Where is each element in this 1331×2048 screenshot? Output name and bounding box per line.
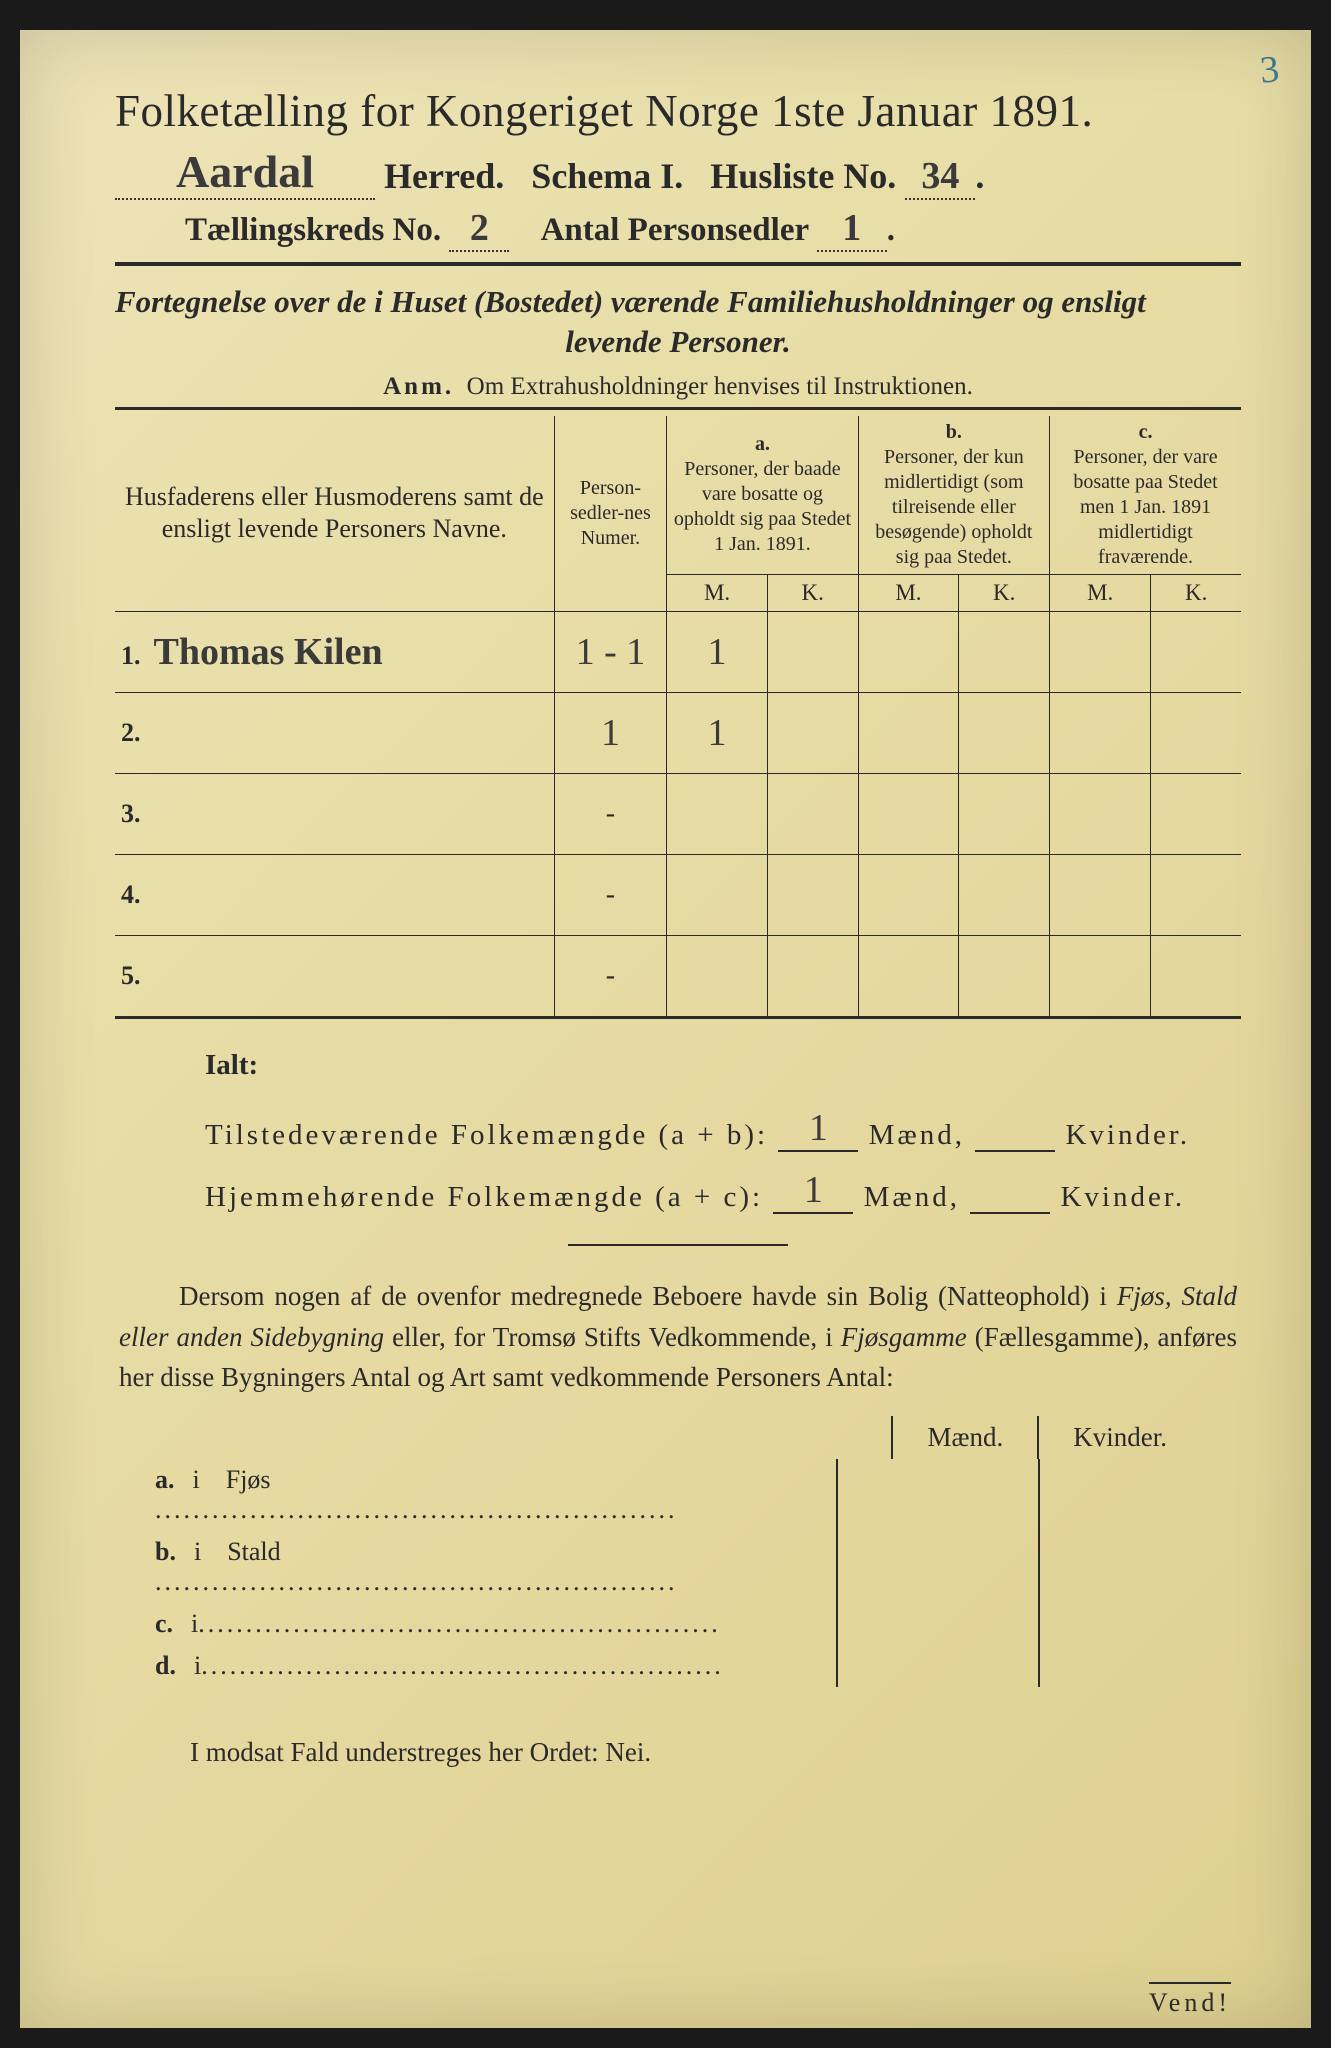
hjemme-row: Hjemmehørende Folkemængde (a + c): 1 Mæn… — [205, 1168, 1241, 1214]
kreds-line: Tællingskreds No. 2 Antal Personsedler 1… — [115, 206, 1241, 252]
table-row: 1. Thomas Kilen 1 - 1 1 — [115, 612, 1241, 693]
scan-frame: 3 Folketælling for Kongeriget Norge 1ste… — [0, 0, 1331, 2048]
rule-2 — [115, 407, 1241, 410]
page-corner-number: 3 — [1258, 47, 1281, 92]
bottom-instruction: I modsat Fald understreges her Ordet: Ne… — [190, 1737, 1241, 1768]
mk-header: Mænd.Kvinder. — [115, 1416, 1241, 1459]
ialt-label: Ialt: — [205, 1049, 1241, 1082]
totals-block: Ialt: Tilstedeværende Folkemængde (a + b… — [205, 1049, 1241, 1214]
kreds-no: 2 — [470, 207, 489, 249]
rule-1 — [115, 262, 1241, 266]
side-row-b: b.i Stald — [115, 1531, 836, 1603]
side-row-a: a.i Fjøs — [115, 1459, 836, 1531]
antal-val: 1 — [842, 207, 861, 249]
side-row-d: d.i — [115, 1645, 836, 1687]
mk-maend: Mænd. — [891, 1416, 1037, 1459]
col-c-k: K. — [1151, 574, 1241, 612]
col-a-m: M. — [667, 574, 768, 612]
vend-label: Vend! — [1149, 1982, 1231, 2018]
husliste-no: 34 — [921, 155, 959, 197]
herred-line: Aardal Herred. Schema I. Husliste No. 34… — [115, 145, 1241, 200]
schema-label: Schema I. — [531, 156, 683, 196]
side-row-c: c.i — [115, 1603, 836, 1645]
table-row: 5. - — [115, 936, 1241, 1018]
herred-label: Herred. — [384, 156, 504, 196]
col-header-name: Husfaderens eller Husmoderens samt de en… — [115, 416, 554, 612]
table-row: 4. - — [115, 855, 1241, 936]
col-a-k: K. — [767, 574, 858, 612]
table-row: 3. - — [115, 774, 1241, 855]
dersom-paragraph: Dersom nogen af de ovenfor medregnede Be… — [119, 1276, 1237, 1398]
col-header-a: a.Personer, der baade vare bosatte og op… — [667, 416, 858, 575]
anm-line: Anm. Om Extrahusholdninger henvises til … — [115, 373, 1241, 401]
tilstede-row: Tilstedeværende Folkemængde (a + b): 1 M… — [205, 1106, 1241, 1152]
table-body: 1. Thomas Kilen 1 - 1 1 2. 1 1 3. — [115, 612, 1241, 1018]
col-b-k: K. — [959, 574, 1050, 612]
antal-label: Antal Personsedler — [541, 212, 809, 248]
side-building-table: Mænd.Kvinder. a.i Fjøs b.i Stald c.i d.i — [115, 1416, 1241, 1687]
table-row: 2. 1 1 — [115, 693, 1241, 774]
col-c-m: M. — [1050, 574, 1151, 612]
col-header-c: c.Personer, der vare bosatte paa Stedet … — [1050, 416, 1241, 575]
kreds-label: Tællingskreds No. — [185, 212, 441, 248]
col-b-m: M. — [858, 574, 959, 612]
short-rule — [568, 1244, 788, 1246]
col-header-b: b.Personer, der kun midlertidigt (som ti… — [858, 416, 1049, 575]
col-header-numer: Person-sedler-nes Numer. — [554, 416, 667, 612]
husliste-label: Husliste No. — [710, 156, 896, 196]
fortegnelse-heading: Fortegnelse over de i Huset (Bostedet) v… — [115, 282, 1241, 363]
census-form: 3 Folketælling for Kongeriget Norge 1ste… — [20, 30, 1311, 2028]
household-table: Husfaderens eller Husmoderens samt de en… — [115, 416, 1241, 1020]
main-title: Folketælling for Kongeriget Norge 1ste J… — [115, 85, 1241, 137]
mk-kvinder: Kvinder. — [1037, 1416, 1201, 1459]
herred-handwritten: Aardal — [176, 146, 314, 197]
